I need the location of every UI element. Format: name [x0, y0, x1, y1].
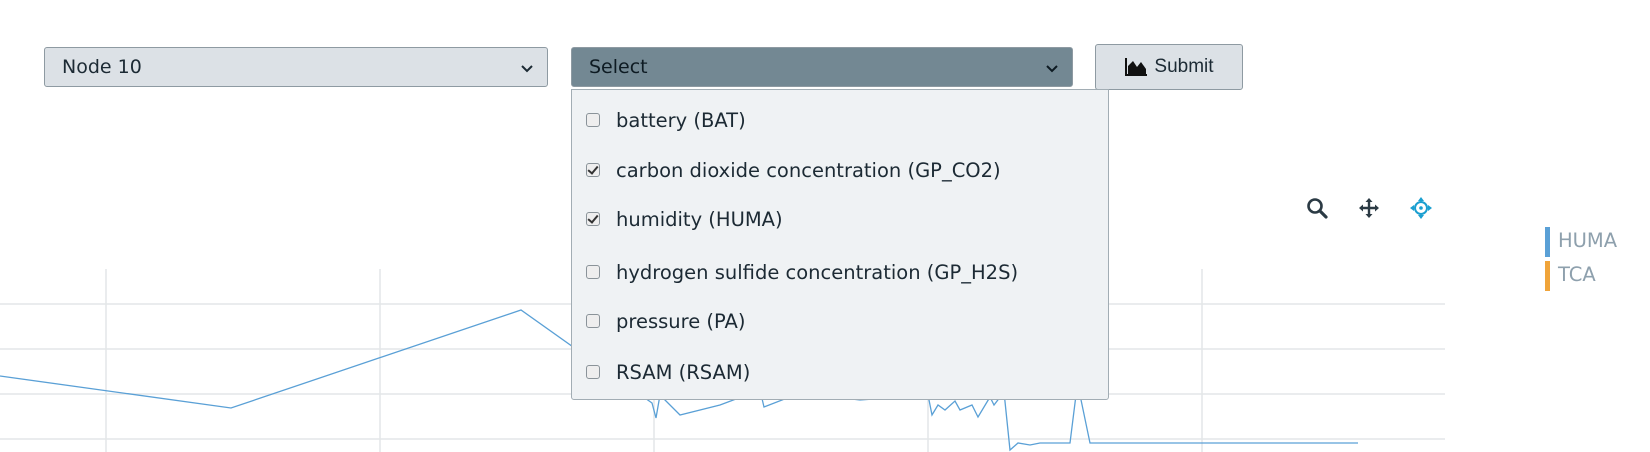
checkbox[interactable]: [586, 365, 600, 379]
option-h2s[interactable]: hydrogen sulfide concentration (GP_H2S): [586, 257, 1018, 287]
option-label: RSAM (RSAM): [616, 360, 751, 384]
legend-label: TCA: [1558, 263, 1596, 286]
checkbox[interactable]: [586, 212, 600, 226]
variable-select-placeholder: Select: [589, 56, 648, 78]
option-label: battery (BAT): [616, 108, 746, 132]
option-label: pressure (PA): [616, 309, 746, 333]
variable-select[interactable]: Select: [571, 47, 1073, 87]
option-pressure[interactable]: pressure (PA): [586, 306, 746, 336]
pan-icon[interactable]: [1357, 196, 1381, 220]
checkbox[interactable]: [586, 163, 600, 177]
legend-item-huma[interactable]: HUMA: [1545, 224, 1617, 258]
option-humidity[interactable]: humidity (HUMA): [586, 204, 783, 234]
chevron-down-icon: [1046, 65, 1058, 73]
option-co2[interactable]: carbon dioxide concentration (GP_CO2): [586, 155, 1001, 185]
option-label: hydrogen sulfide concentration (GP_H2S): [616, 260, 1019, 284]
option-rsam[interactable]: RSAM (RSAM): [586, 357, 750, 387]
legend: HUMA TCA: [1545, 224, 1617, 292]
submit-button[interactable]: Submit: [1095, 44, 1243, 90]
chevron-down-icon: [521, 65, 533, 73]
option-label: humidity (HUMA): [616, 207, 783, 231]
checkbox[interactable]: [586, 265, 600, 279]
zoom-icon[interactable]: [1305, 196, 1329, 220]
legend-item-tca[interactable]: TCA: [1545, 258, 1617, 292]
reset-axes-icon[interactable]: [1409, 196, 1433, 220]
option-battery[interactable]: battery (BAT): [586, 105, 746, 135]
submit-label: Submit: [1154, 56, 1214, 77]
node-select[interactable]: Node 10: [44, 47, 548, 87]
variable-dropdown-menu: battery (BAT) carbon dioxide concentrati…: [571, 89, 1109, 400]
area-chart-icon: [1125, 58, 1148, 76]
legend-label: HUMA: [1558, 229, 1618, 252]
huma-series-line: [0, 309, 1358, 452]
node-select-value: Node 10: [62, 56, 142, 78]
checkbox[interactable]: [586, 113, 600, 127]
checkbox[interactable]: [586, 314, 600, 328]
option-label: carbon dioxide concentration (GP_CO2): [616, 158, 1001, 182]
